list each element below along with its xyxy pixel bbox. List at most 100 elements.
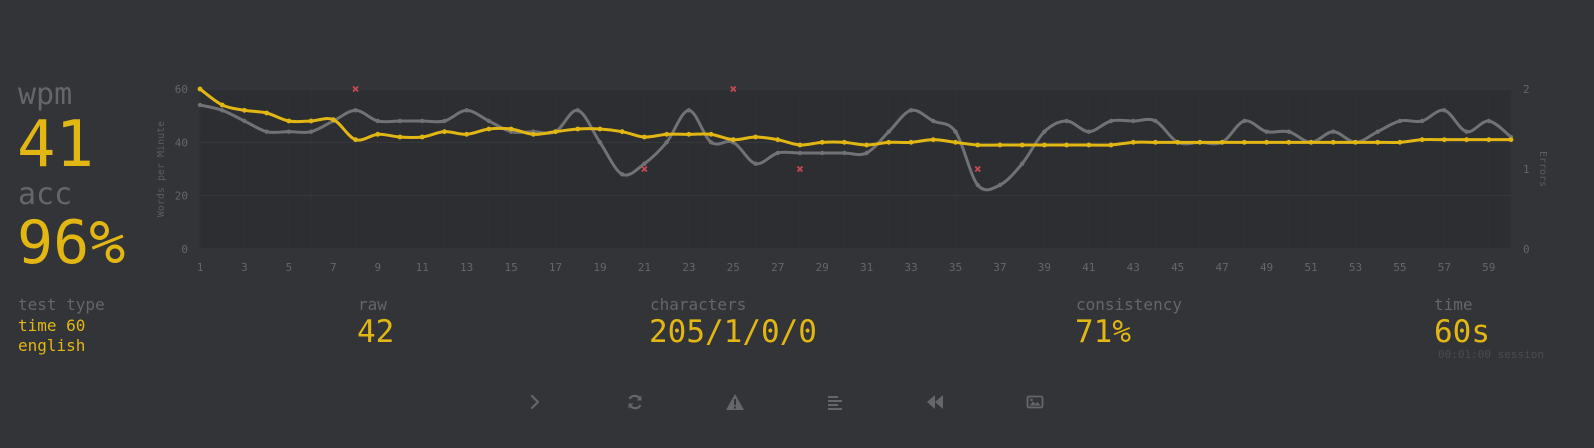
- y-tick-label: 40: [175, 136, 188, 149]
- raw-series-point: [1131, 118, 1136, 124]
- y2-axis-label: Errors: [1537, 151, 1548, 187]
- wpm-series-point: [1041, 142, 1047, 148]
- wpm-series-point: [1508, 137, 1514, 143]
- x-tick-label: 53: [1349, 261, 1362, 274]
- wpm-series-point: [1219, 139, 1225, 145]
- wpm-series-point: [419, 134, 425, 140]
- chevron-right-icon: [530, 394, 540, 410]
- accuracy-value: 96%: [17, 208, 126, 278]
- wpm-series-point: [308, 118, 314, 124]
- warning-icon: [726, 394, 744, 410]
- raw-series-point: [1486, 118, 1491, 124]
- x-tick-label: 19: [593, 261, 606, 274]
- raw-series-point: [686, 108, 692, 113]
- wpm-series-point: [664, 131, 670, 137]
- wpm-series-point: [775, 137, 781, 143]
- test-type-label: test type: [18, 295, 105, 314]
- wpm-series-point: [819, 139, 825, 145]
- wpm-series-point: [553, 129, 558, 135]
- x-tick-label: 9: [374, 261, 381, 274]
- wpm-series-point: [886, 139, 892, 145]
- x-tick-label: 25: [727, 261, 740, 274]
- raw-series-point: [1019, 161, 1025, 166]
- align-left-icon: [828, 396, 842, 410]
- restart-test-button[interactable]: [615, 384, 655, 420]
- wpm-series-point: [442, 129, 447, 135]
- wpm-series-point: [464, 131, 470, 137]
- consistency-value: 71%: [1075, 314, 1131, 350]
- x-tick-label: 45: [1171, 261, 1184, 274]
- wpm-series-point: [486, 126, 492, 132]
- raw-series-point: [864, 150, 869, 156]
- time-label: time: [1434, 295, 1473, 314]
- wpm-series-point: [508, 126, 514, 132]
- wpm-series-point: [1086, 142, 1092, 148]
- show-words-history-button[interactable]: [815, 384, 855, 420]
- raw-series-point: [1419, 118, 1425, 124]
- x-tick-label: 15: [504, 261, 517, 274]
- x-tick-label: 35: [949, 261, 962, 274]
- x-tick-label: 11: [416, 261, 429, 274]
- raw-series-point: [1086, 129, 1092, 134]
- refresh-icon: [628, 394, 642, 410]
- time-value: 60s: [1434, 314, 1490, 350]
- y2-tick-label: 2: [1523, 83, 1530, 96]
- wpm-series-point: [575, 126, 581, 132]
- raw-series-point: [886, 129, 892, 134]
- raw-series-point: [1375, 129, 1380, 134]
- x-tick-label: 13: [460, 261, 473, 274]
- raw-series-point: [842, 150, 847, 156]
- report-issue-button[interactable]: [715, 384, 755, 420]
- wpm-series-point: [1241, 139, 1247, 145]
- consistency-label: consistency: [1076, 295, 1182, 314]
- raw-series-point: [997, 182, 1003, 188]
- image-icon: [1026, 395, 1044, 409]
- y-tick-label: 20: [175, 190, 188, 203]
- raw-series-point: [397, 118, 403, 124]
- error-marker: [796, 165, 804, 173]
- wpm-series-point: [797, 142, 803, 148]
- raw-series-point: [353, 108, 358, 113]
- raw-series-point: [1397, 118, 1403, 124]
- raw-series-point: [1286, 129, 1291, 134]
- raw-series-point: [575, 108, 580, 113]
- raw-series-point: [442, 118, 447, 124]
- wpm-series-point: [397, 134, 403, 140]
- raw-series-point: [931, 118, 936, 124]
- wpm-series-point: [597, 126, 603, 132]
- wpm-series-point: [1419, 137, 1425, 143]
- wpm-series-point: [1019, 142, 1025, 148]
- x-tick-label: 37: [993, 261, 1006, 274]
- error-marker: [730, 85, 737, 93]
- x-tick-label: 49: [1260, 261, 1273, 274]
- raw-series-point: [908, 108, 914, 113]
- x-tick-label: 55: [1393, 261, 1406, 274]
- next-test-button[interactable]: [515, 384, 555, 420]
- error-marker-stroke: [730, 85, 737, 93]
- accuracy-label: acc: [18, 177, 73, 212]
- wpm-series-point: [841, 139, 847, 145]
- wpm-series-point: [375, 131, 381, 137]
- session-time: 00:01:00 session: [1438, 348, 1544, 361]
- raw-series-point: [1242, 118, 1247, 124]
- wpm-series-point: [1375, 139, 1381, 145]
- x-tick-label: 39: [1038, 261, 1051, 274]
- wpm-series-point: [1353, 139, 1358, 145]
- raw-series-point: [1331, 129, 1336, 134]
- raw-series-point: [753, 161, 758, 166]
- raw-series-point: [220, 108, 225, 113]
- raw-value: 42: [357, 314, 395, 350]
- x-tick-label: 17: [549, 261, 562, 274]
- wpm-series-point: [908, 139, 914, 145]
- watch-replay-button[interactable]: [915, 384, 955, 420]
- x-tick-label: 23: [682, 261, 695, 274]
- wpm-series-point: [1397, 139, 1403, 145]
- wpm-series-point: [1197, 139, 1203, 145]
- raw-series-point: [1064, 118, 1069, 124]
- backward-icon: [927, 395, 943, 409]
- wpm-series-point: [1308, 139, 1314, 145]
- raw-series-point: [197, 102, 203, 108]
- y-axis-label: Words per Minute: [156, 121, 167, 217]
- x-tick-label: 31: [860, 261, 873, 274]
- save-screenshot-button[interactable]: [1015, 384, 1055, 420]
